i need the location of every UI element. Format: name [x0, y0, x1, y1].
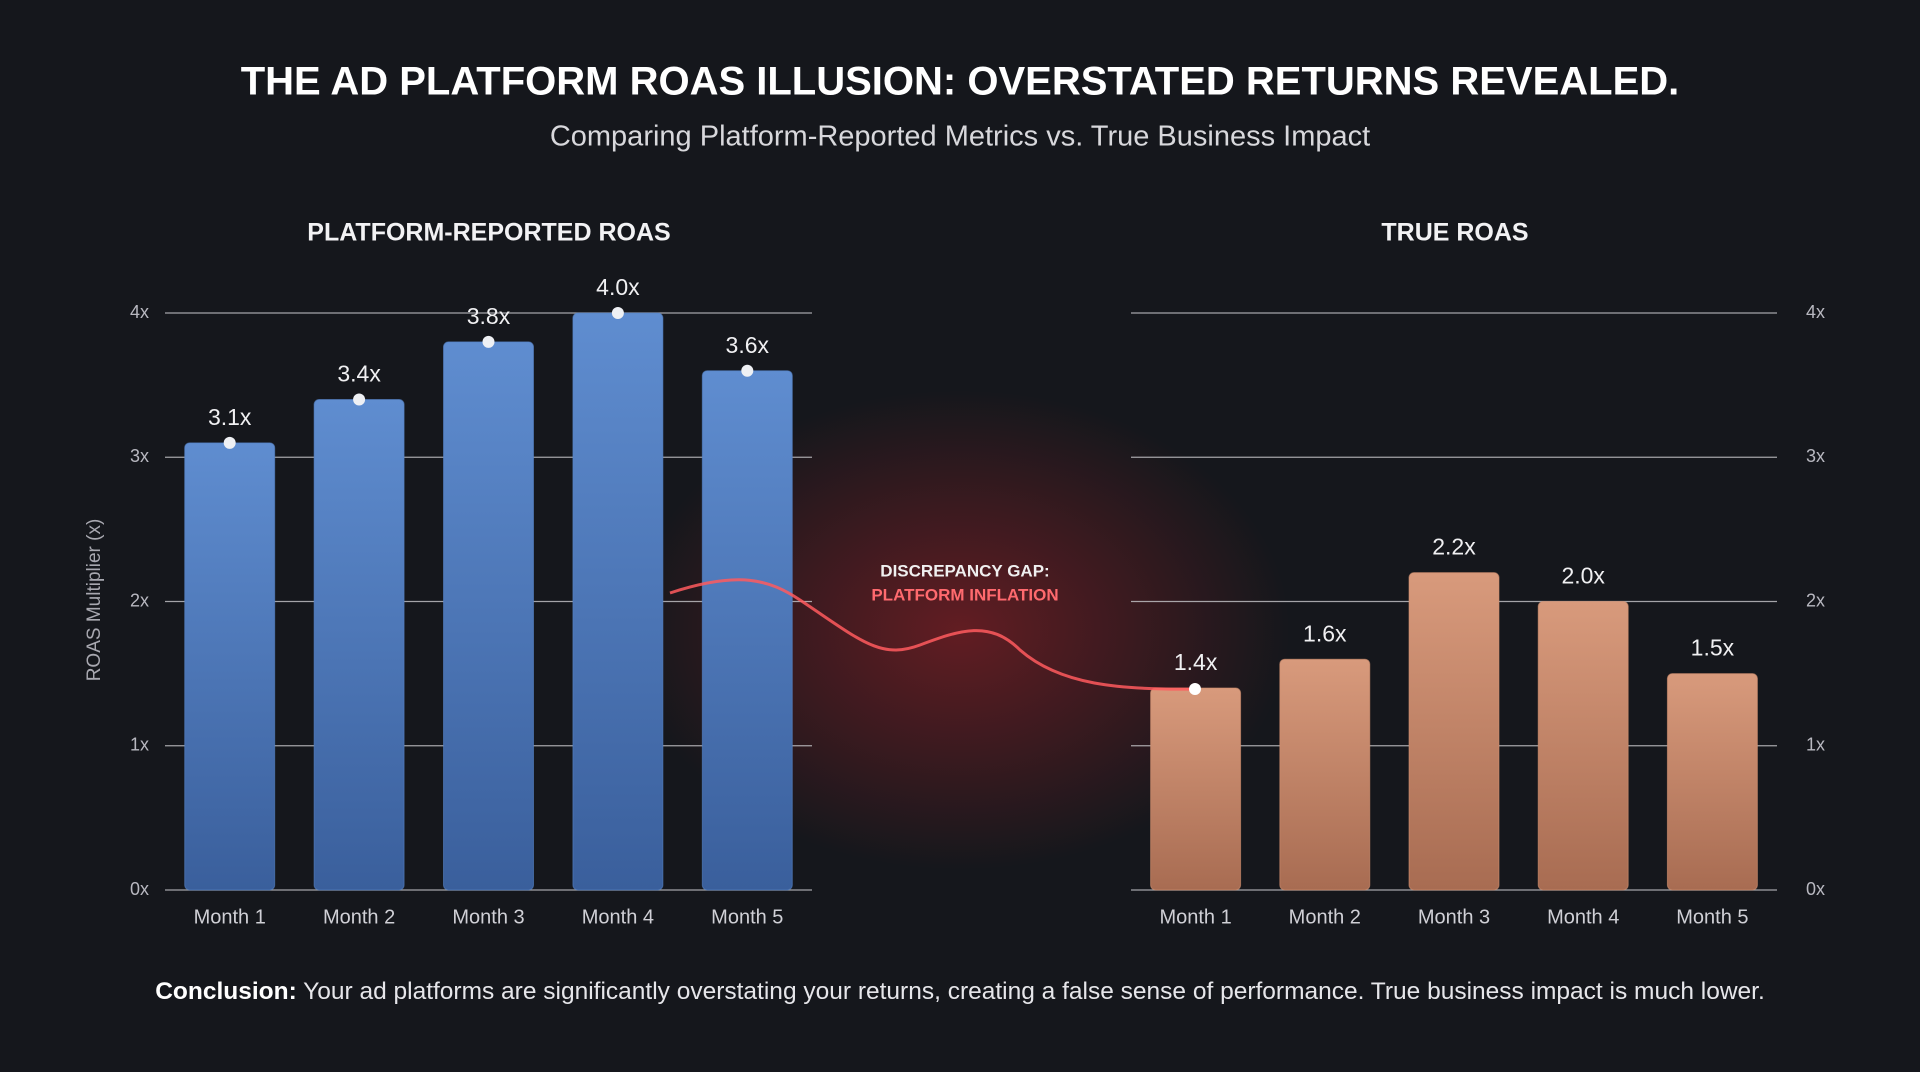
bar-marker	[353, 393, 366, 406]
y-tick-label: 2x	[130, 590, 149, 610]
y-tick-label: 0x	[1806, 879, 1825, 899]
y-tick-label: 1x	[1806, 735, 1825, 755]
value-label: 3.6x	[726, 332, 770, 358]
y-tick-label: 3x	[130, 446, 149, 466]
x-tick-label: Month 2	[1289, 906, 1361, 928]
x-tick-label: Month 3	[452, 906, 524, 928]
x-tick-label: Month 2	[323, 906, 395, 928]
value-label: 2.2x	[1432, 534, 1476, 560]
value-label: 2.0x	[1561, 563, 1605, 589]
conclusion: Conclusion: Your ad platforms are signif…	[155, 978, 1765, 1005]
y-tick-label: 4x	[130, 302, 149, 322]
bar-marker	[611, 307, 624, 319]
value-label: 3.4x	[337, 361, 381, 387]
y-axis-label: ROAS Multiplier (x)	[84, 519, 105, 682]
annotation-line1: DISCREPANCY GAP:	[880, 561, 1049, 580]
curve-end	[1189, 683, 1201, 695]
bar-marker	[482, 335, 495, 348]
x-tick-label: Month 4	[1547, 906, 1619, 928]
value-label: 4.0x	[596, 274, 640, 300]
glow	[630, 390, 1290, 870]
x-tick-label: Month 5	[711, 906, 783, 928]
x-tick-label: Month 5	[1676, 906, 1748, 928]
value-label: 3.1x	[208, 404, 252, 430]
x-tick-label: Month 1	[194, 906, 266, 928]
value-label: 3.8x	[467, 303, 511, 329]
x-tick-label: Month 1	[1159, 906, 1231, 928]
bar	[1279, 658, 1371, 891]
y-tick-label: 2x	[1806, 590, 1825, 610]
annotation-line2: PLATFORM INFLATION	[871, 585, 1058, 604]
chart-title: PLATFORM-REPORTED ROAS	[307, 219, 670, 247]
conclusion-text: Your ad platforms are significantly over…	[297, 978, 1765, 1005]
bar	[313, 399, 405, 891]
value-label: 1.6x	[1303, 620, 1347, 646]
y-tick-label: 3x	[1806, 446, 1825, 466]
title: THE AD PLATFORM ROAS ILLUSION: OVERSTATE…	[241, 60, 1680, 104]
bar	[701, 370, 793, 891]
bar	[1666, 673, 1758, 891]
bar-marker	[741, 364, 754, 377]
bar	[1150, 687, 1242, 891]
value-label: 1.5x	[1691, 635, 1735, 661]
inflation-curve	[669, 578, 1196, 691]
bar	[572, 312, 664, 891]
bar-marker	[223, 436, 236, 449]
bar	[1408, 572, 1500, 891]
x-tick-label: Month 4	[582, 906, 654, 928]
bar	[184, 442, 276, 891]
value-label: 1.4x	[1174, 649, 1218, 675]
x-tick-label: Month 3	[1418, 906, 1490, 928]
y-tick-label: 0x	[130, 879, 149, 899]
chart-title: TRUE ROAS	[1381, 219, 1528, 247]
bar	[1537, 601, 1629, 891]
plots: PLATFORM-REPORTED ROAS ROAS Multiplier (x…	[84, 219, 1825, 929]
conclusion-lead: Conclusion:	[155, 978, 297, 1005]
subtitle: Comparing Platform-Reported Metrics vs. …	[550, 121, 1370, 153]
y-tick-label: 4x	[1806, 302, 1825, 322]
bar	[443, 341, 534, 891]
y-tick-label: 1x	[130, 735, 149, 755]
